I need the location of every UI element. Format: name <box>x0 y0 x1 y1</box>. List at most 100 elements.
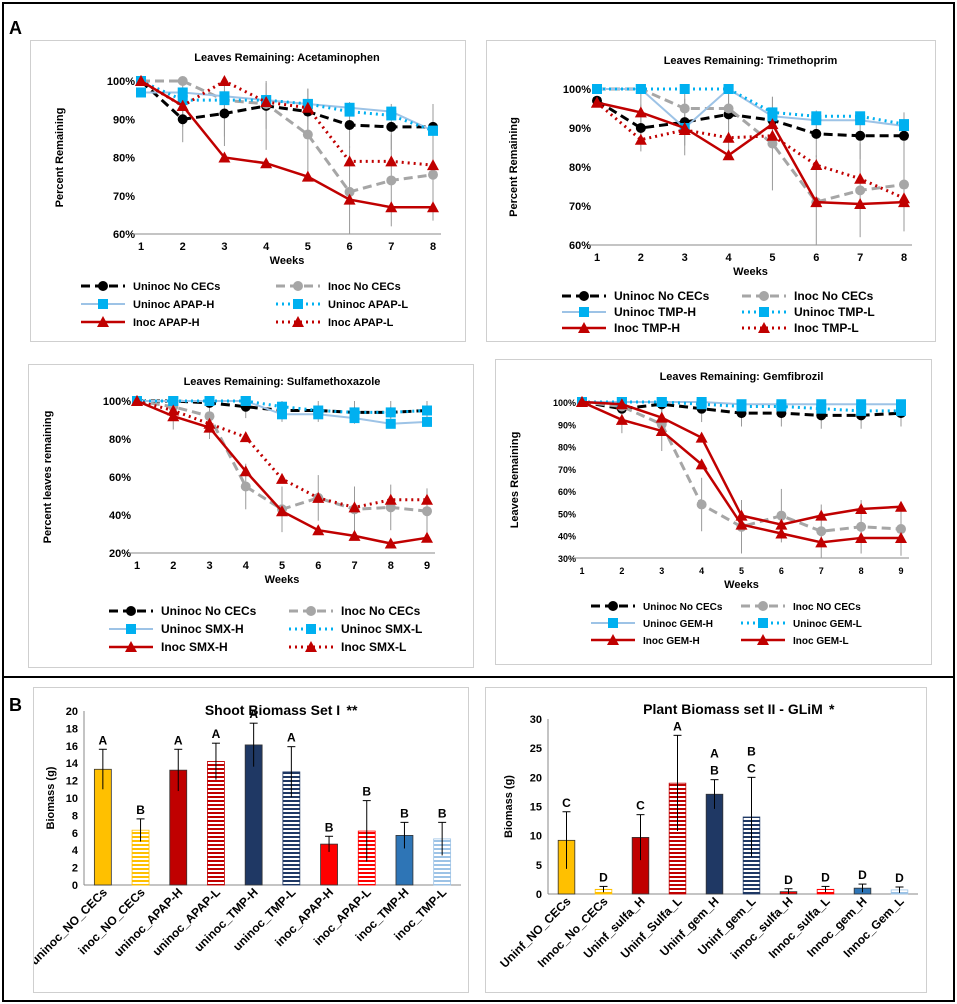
legend-label: Uninoc SMX-H <box>161 622 244 636</box>
legend-label: Uninoc APAP-H <box>133 299 214 311</box>
x-tick-label: 5 <box>279 560 285 572</box>
chart-gemfibrozil: Leaves Remaining: Gemfibrozil 30% 40% 50% 60… <box>495 359 932 665</box>
legend-label: Inoc APAP-H <box>133 317 200 329</box>
y-tick-label: 12 <box>66 776 78 788</box>
data-point <box>239 465 252 477</box>
x-axis-label: Weeks <box>724 579 759 591</box>
significance-letter: D <box>858 868 867 882</box>
data-point <box>177 114 188 125</box>
data-point <box>135 75 147 86</box>
y-tick-label: 70% <box>558 465 576 475</box>
legend-marker <box>293 281 303 291</box>
legend-label: Uninoc No CECs <box>643 602 723 613</box>
legend-marker <box>126 624 136 634</box>
x-tick-label: 7 <box>857 252 863 264</box>
y-tick-label: 2 <box>72 863 78 875</box>
data-point <box>815 536 828 548</box>
x-tick-label: 3 <box>221 241 227 253</box>
y-tick-label: 20% <box>109 548 131 560</box>
legend-marker <box>125 641 137 652</box>
data-point <box>428 169 438 180</box>
x-tick-label: 3 <box>659 566 664 576</box>
data-point <box>385 201 398 213</box>
legend-marker <box>579 307 589 317</box>
data-point <box>240 481 251 492</box>
data-point <box>385 407 396 418</box>
legend-label: Inoc GEM-L <box>793 636 849 647</box>
data-point <box>386 121 397 132</box>
y-tick-label: 70% <box>113 191 135 203</box>
x-tick-label: 5 <box>769 252 775 264</box>
x-tick-label: 1 <box>134 560 140 572</box>
significance-letter: A <box>174 733 183 747</box>
chart-title: Leaves Remaining: Acetaminophen <box>194 52 380 64</box>
legend-label: Inoc TMP-H <box>614 321 680 335</box>
data-point <box>635 123 646 133</box>
data-point <box>276 505 288 517</box>
y-tick-label: 5 <box>536 860 542 872</box>
data-point <box>421 493 433 505</box>
x-tick-label: 7 <box>351 560 357 572</box>
y-tick-label: 60% <box>569 240 591 252</box>
data-point <box>767 138 778 149</box>
data-point <box>696 499 707 510</box>
data-point <box>348 529 361 541</box>
data-point <box>896 399 906 410</box>
legend-marker <box>97 316 109 327</box>
y-tick-label: 10 <box>66 793 78 805</box>
significance-letter: B <box>400 806 409 820</box>
x-tick-label: 2 <box>170 560 176 572</box>
data-point <box>385 155 398 167</box>
data-point <box>591 96 603 108</box>
legend-marker <box>578 322 590 333</box>
legend-label: Uninoc GEM-L <box>793 619 862 630</box>
legend-label: Uninoc TMP-L <box>794 305 875 319</box>
data-point <box>422 506 432 517</box>
chart-plant-biomass: Plant Biomass set II - GLiM * 0 5 10 15 20 25 30… <box>485 687 927 993</box>
series-line <box>140 79 434 133</box>
chart-title: Shoot Biomass Set I <box>205 702 340 718</box>
data-point <box>722 131 735 143</box>
data-point <box>896 524 906 535</box>
data-point <box>203 417 216 429</box>
x-tick-label: 8 <box>901 252 907 264</box>
legend-label: Uninoc SMX-L <box>341 622 422 636</box>
panel-a-label: A <box>9 18 22 38</box>
x-axis-label: Weeks <box>733 266 768 278</box>
chart-title-suffix: * <box>829 701 835 717</box>
significance-letter: B <box>325 820 334 834</box>
legend-marker <box>608 601 618 611</box>
data-point <box>723 84 734 94</box>
x-tick-label: 4 <box>263 241 270 253</box>
legend-marker <box>759 307 769 317</box>
y-tick-label: 60% <box>113 229 135 241</box>
data-point <box>810 159 823 171</box>
data-point <box>816 403 827 414</box>
data-point <box>678 123 691 135</box>
data-point <box>735 509 748 521</box>
bar <box>705 793 724 895</box>
series-line <box>597 87 905 130</box>
legend-marker <box>293 299 303 309</box>
data-point <box>615 398 628 410</box>
data-point <box>131 395 143 406</box>
y-axis-label: Percent leaves remaining <box>42 411 54 544</box>
data-point <box>855 111 866 122</box>
data-point <box>313 405 324 416</box>
significance-letter: A <box>673 719 682 733</box>
x-tick-label: 4 <box>243 560 250 572</box>
data-point <box>815 509 828 521</box>
data-point <box>856 521 867 532</box>
data-point <box>427 201 439 213</box>
data-point <box>655 424 668 436</box>
data-point <box>344 119 355 130</box>
y-tick-label: 80% <box>569 162 591 174</box>
legend-marker <box>758 618 768 628</box>
data-point <box>218 75 231 86</box>
data-point <box>349 413 360 424</box>
data-point <box>615 413 628 425</box>
data-point <box>898 192 910 204</box>
data-point <box>204 396 215 406</box>
data-point <box>167 404 180 416</box>
data-point <box>240 396 251 406</box>
